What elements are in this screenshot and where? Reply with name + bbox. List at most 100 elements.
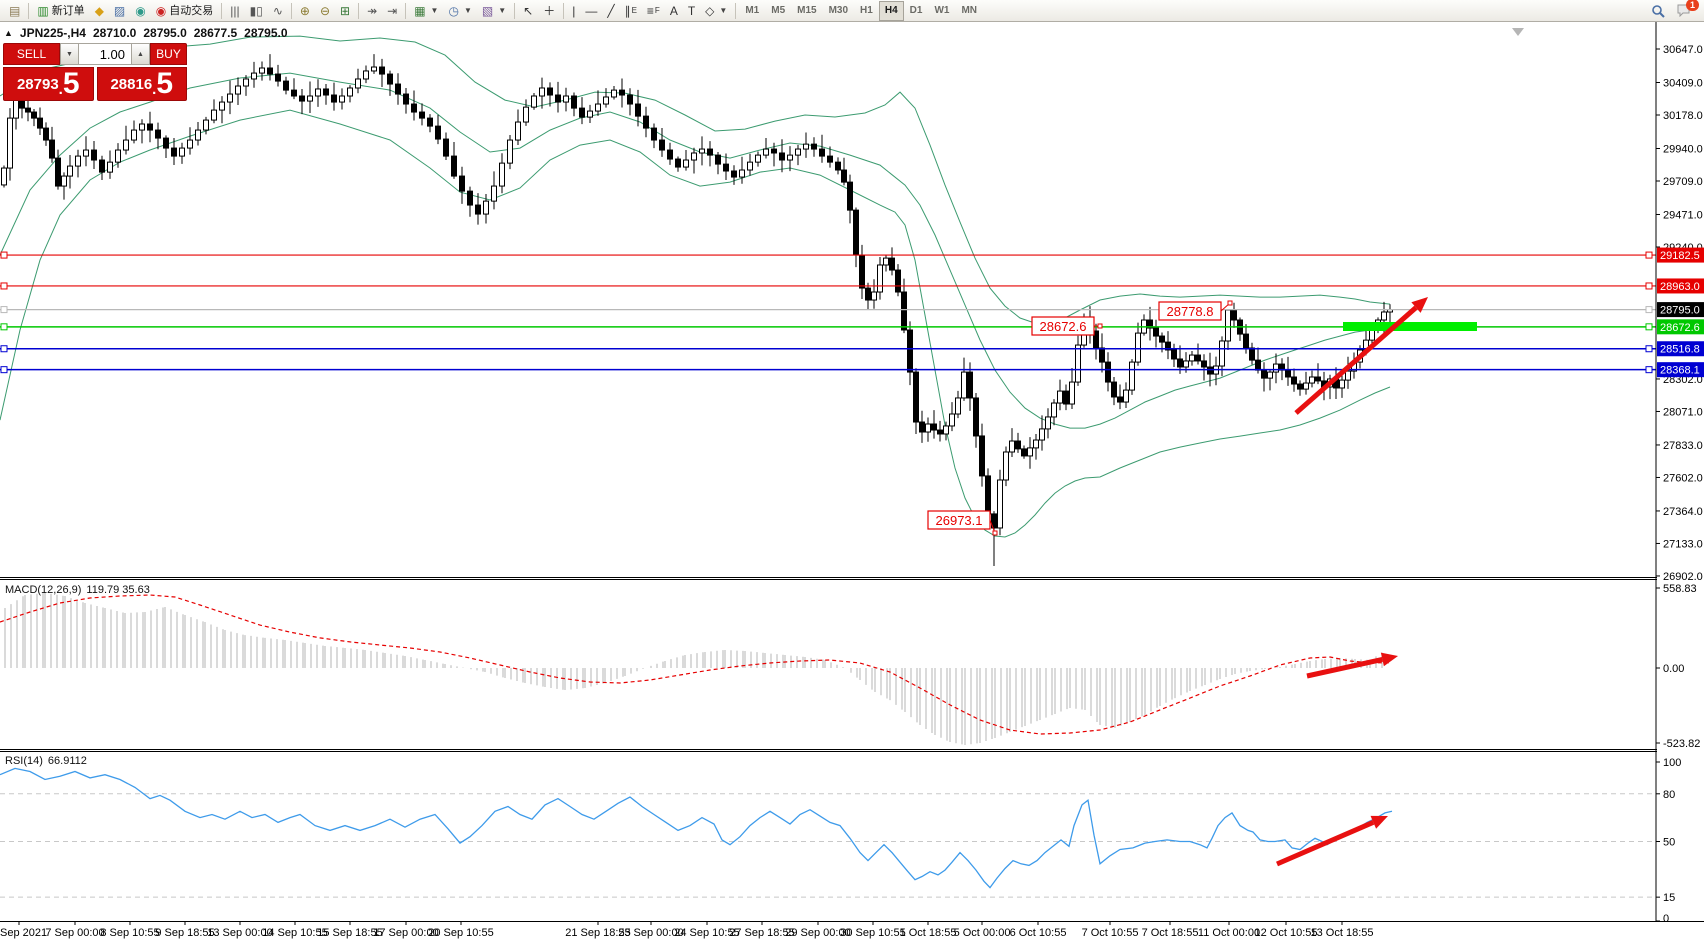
svg-text:26973.1: 26973.1 [936,513,983,528]
timeframe-m5-button[interactable]: M5 [771,5,786,16]
zoom-in-icon: ⊕ [299,3,310,18]
trend-arrow-rsi[interactable] [1276,815,1388,867]
rsi-axis-tick: 50 [1663,837,1675,849]
buy-price-int: 28816 [110,76,153,93]
buy-price[interactable]: 28816. 5 [96,67,187,101]
chart-shift-icon[interactable]: ⇥ [382,1,402,21]
level-handle[interactable] [0,282,8,290]
timeframe-h4-button[interactable]: H4 [878,0,904,21]
one-click-trading-panel: SELL ▼ ▲ BUY 28793.5 28816.5 [3,43,187,101]
vertical-line-icon: | [572,3,576,18]
price-callout-28672.6[interactable]: 28672.6 [1031,316,1103,336]
bar-chart-type-icon[interactable]: ||| [225,1,244,21]
new-chart-icon[interactable]: ▦ ▼ [409,1,443,21]
level-handle[interactable] [0,323,8,331]
fibonacci-icon-sub: F [654,5,660,15]
sell-price[interactable]: 28793. 5 [3,67,94,101]
level-handle[interactable] [1645,282,1653,290]
volume-increase-button[interactable]: ▲ [131,43,150,65]
volume-decrease-button[interactable]: ▼ [60,43,79,65]
notifications-icon[interactable]: 1 [1674,0,1699,20]
time-label: 14 Sep 10:55 [262,927,327,939]
toolbar-separator [221,2,223,19]
text-label-icon[interactable]: T [683,1,700,21]
rsi-panel[interactable] [0,767,1656,898]
chevron-down-icon[interactable]: ▼ [498,5,507,15]
rsi-axis-tick: 0 [1663,913,1669,925]
auto-scroll-icon[interactable]: ↠ [362,1,382,21]
candlestick-chart-type-icon[interactable]: ▮▯ [245,1,268,21]
horizontal-line-icon[interactable]: ― [580,1,602,21]
vertical-line-icon[interactable]: | [567,1,580,21]
template-icon[interactable]: ▧ ▼ [477,1,511,21]
volume-input[interactable] [79,43,131,65]
trend-arrow-main[interactable] [1294,297,1428,415]
fibonacci-icon[interactable]: ≡ F [642,1,665,21]
tile-windows-icon: ⊞ [340,3,351,18]
period-icon[interactable]: ◷ ▼ [443,1,476,21]
scroll-marker-icon [1512,28,1524,36]
autotrade-button[interactable]: ◉ 自动交易 [151,1,218,21]
sell-button[interactable]: SELL [3,43,60,65]
price-tick: 30178.0 [1663,110,1703,122]
charts-history-icon: ▨ [113,3,126,18]
price-axis-background [1657,22,1704,921]
collapse-icon[interactable]: ▲ [4,28,13,38]
level-handle[interactable] [1645,345,1653,353]
gold-icon[interactable]: ◆ [90,1,109,21]
level-handle[interactable] [0,345,8,353]
timeframe-h1-button[interactable]: H1 [860,5,873,16]
support-zone-bar[interactable] [1343,322,1477,331]
toolbar-separator [290,2,292,19]
price-tick: 27364.0 [1663,506,1703,518]
zoom-out-icon[interactable]: ⊖ [315,1,335,21]
symbol-info: ▲ JPN225-,H4 28710.0 28795.0 28677.5 287… [4,26,288,40]
price-badge-text: 28368.1 [1660,365,1700,377]
market-watch-icon[interactable]: ▤ [4,1,25,21]
channel-icon[interactable]: ∥ E [620,1,642,21]
macd-panel[interactable] [0,592,1390,746]
price-axis[interactable]: 30647.0 30409.0 30178.0 29940.0 29709.0 29471… [1656,44,1704,925]
time-label: 11 Oct 00:00 [1198,927,1260,939]
level-handle[interactable] [1645,323,1653,331]
timeframe-w1-button[interactable]: W1 [934,5,950,16]
timeframe-m30-button[interactable]: M30 [828,5,849,16]
signals-icon[interactable]: ◉ [130,1,150,21]
charts-history-icon[interactable]: ▨ [109,1,130,21]
tile-windows-icon[interactable]: ⊞ [335,1,355,21]
zoom-in-icon[interactable]: ⊕ [295,1,315,21]
chevron-down-icon[interactable]: ▼ [430,5,439,15]
level-handle[interactable] [1645,366,1653,374]
sell-price-frac: 5 [62,67,80,100]
buy-button[interactable]: BUY [150,43,187,65]
timeframe-mn-button[interactable]: MN [961,5,977,16]
level-handle[interactable] [0,366,8,374]
price-callout-28778.8[interactable]: 28778.8 [1158,300,1233,321]
cursor-icon[interactable]: ↖ [518,1,538,21]
new-order-button[interactable]: ▥ 新订单 [32,1,89,21]
trendline-icon[interactable]: ╱ [602,1,619,21]
price-tick: 30647.0 [1663,44,1703,56]
crosshair-icon[interactable]: ＋ [538,1,560,21]
text-icon[interactable]: A [665,1,683,21]
macd-label: MACD(12,26,9) 119.79 35.63 [5,584,155,596]
level-handle[interactable] [1645,306,1653,314]
timeframe-d1-button[interactable]: D1 [909,5,923,16]
shapes-icon[interactable]: ◇ ▼ [700,1,732,21]
line-chart-type-icon[interactable]: ∿ [268,1,288,21]
price-callout-26973.1[interactable]: 26973.1 [927,510,998,536]
level-handle[interactable] [0,306,8,314]
chevron-down-icon[interactable]: ▼ [719,5,728,15]
timeframe-m1-button[interactable]: M1 [745,5,760,16]
level-handle[interactable] [0,251,8,259]
rsi-name: RSI(14) [5,755,43,767]
timeframe-m15-button[interactable]: M15 [797,5,817,16]
chevron-down-icon[interactable]: ▼ [463,5,472,15]
shapes-icon: ◇ [705,3,715,18]
notification-badge: 1 [1685,0,1699,11]
trend-arrow-macd[interactable] [1306,652,1398,679]
level-handle[interactable] [1645,251,1653,259]
search-icon[interactable] [1648,2,1668,20]
